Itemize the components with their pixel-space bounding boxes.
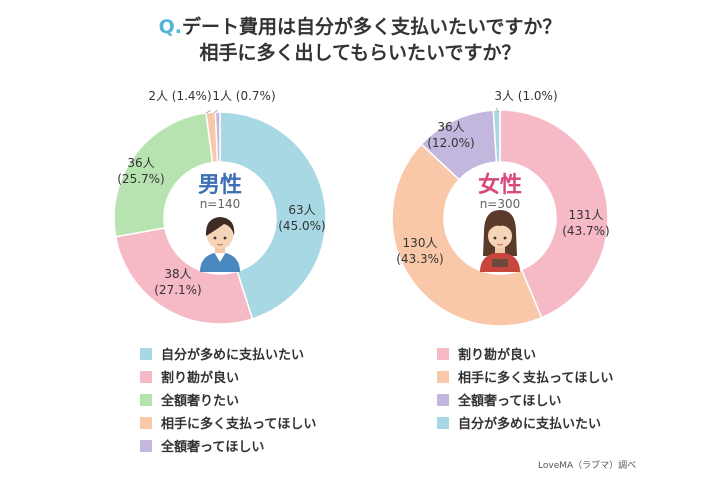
legend-swatch <box>437 416 449 429</box>
legend-label: 割り勘が良い <box>458 348 537 363</box>
legend-swatch <box>140 439 152 452</box>
count-label-1: 63人 <box>288 203 315 217</box>
legend-swatch <box>140 416 152 429</box>
percent-label-3: (12.0%) <box>427 136 474 150</box>
legend-item: 全額奢りたい <box>140 388 316 411</box>
leader-line-4 <box>496 107 499 113</box>
legend-label: 全額奢ってほしい <box>458 394 562 409</box>
title-line-1: Q.デート費用は自分が多く支払いたいですか？ <box>0 14 720 40</box>
male-legend: 自分が多めに支払いたい 割り勘が良い 全額奢りたい相手に多く支払ってほしい 全額奢って… <box>140 342 316 457</box>
legend-swatch <box>437 347 449 360</box>
center-title: 女性 <box>478 172 522 198</box>
man-avatar-icon <box>200 217 240 272</box>
percent-label-2: (43.3%) <box>396 252 443 266</box>
legend-item: 全額奢ってほしい <box>437 388 613 411</box>
pie-slice-3 <box>113 112 214 238</box>
count-label-1: 131人 <box>569 208 604 222</box>
count-label-3: 36人 <box>127 156 154 170</box>
legend-item: 全額奢ってほしい <box>140 434 316 457</box>
male-donut-chart: 63人 (45.0%) 38人 (27.1%) 36人 (25.7%) 2人 (1.4%) 1… <box>113 89 327 325</box>
legend-label: 全額奢ってほしい <box>161 440 265 455</box>
legend-label: 相手に多く支払ってほしい <box>458 371 614 386</box>
chart-title: Q.デート費用は自分が多く支払いたいですか？ 相手に多く出してもらいたいですか？ <box>0 14 720 66</box>
legend-item: 割り勘が良い <box>437 342 613 365</box>
center-subtitle: n=140 <box>200 197 241 211</box>
legend-label: 全額奢りたい <box>161 394 240 409</box>
legend-swatch <box>140 393 152 406</box>
center-subtitle: n=300 <box>480 197 521 211</box>
pie-slice-1 <box>219 111 327 320</box>
title-text-1: デート費用は自分が多く支払いたいですか？ <box>181 16 562 38</box>
data-label-5: 1人 (0.7%) <box>212 89 275 103</box>
source-note: LoveMA（ラブマ）調べ <box>538 461 637 471</box>
count-label-2: 38人 <box>164 267 191 281</box>
legend-swatch <box>437 370 449 383</box>
question-mark: Q. <box>158 16 182 38</box>
woman-avatar-icon <box>480 210 520 272</box>
legend-label: 割り勘が良い <box>161 371 240 386</box>
legend-swatch <box>437 393 449 406</box>
data-label-4: 3人 (1.0%) <box>494 89 557 103</box>
legend-item: 相手に多く支払ってほしい <box>140 411 316 434</box>
legend-label: 自分が多めに支払いたい <box>161 348 305 363</box>
percent-label-3: (25.7%) <box>117 172 164 186</box>
percent-label-2: (27.1%) <box>154 283 201 297</box>
title-line-2: 相手に多く出してもらいたいですか？ <box>199 42 521 64</box>
percent-label-1: (43.7%) <box>562 224 609 238</box>
pie-slice-2 <box>391 143 543 327</box>
female-legend: 割り勘が良い相手に多く支払ってほしい 全額奢ってほしい自分が多めに支払いたい <box>437 342 613 434</box>
legend-item: 自分が多めに支払いたい <box>140 342 316 365</box>
percent-label-1: (45.0%) <box>278 219 325 233</box>
female-donut-chart: 131人 (43.7%) 130人 (43.3%) 36人 (12.0%) 3人 (1.0%… <box>391 89 610 327</box>
pie-slice-5 <box>214 111 221 163</box>
legend-swatch <box>140 370 152 383</box>
legend-swatch <box>140 347 152 360</box>
legend-item: 自分が多めに支払いたい <box>437 411 613 434</box>
legend-item: 相手に多く支払ってほしい <box>437 365 613 388</box>
pie-slice-2 <box>114 227 254 325</box>
data-label-4: 2人 (1.4%) <box>148 89 211 103</box>
legend-label: 自分が多めに支払いたい <box>458 417 602 432</box>
leader-line-4 <box>205 110 211 114</box>
pie-slice-4 <box>492 109 501 163</box>
count-label-2: 130人 <box>403 236 438 250</box>
pie-slice-1 <box>499 109 609 319</box>
leader-line-5 <box>213 109 218 114</box>
legend-item: 割り勘が良い <box>140 365 316 388</box>
center-title: 男性 <box>198 173 242 198</box>
legend-label: 相手に多く支払ってほしい <box>161 417 317 432</box>
count-label-3: 36人 <box>437 120 464 134</box>
